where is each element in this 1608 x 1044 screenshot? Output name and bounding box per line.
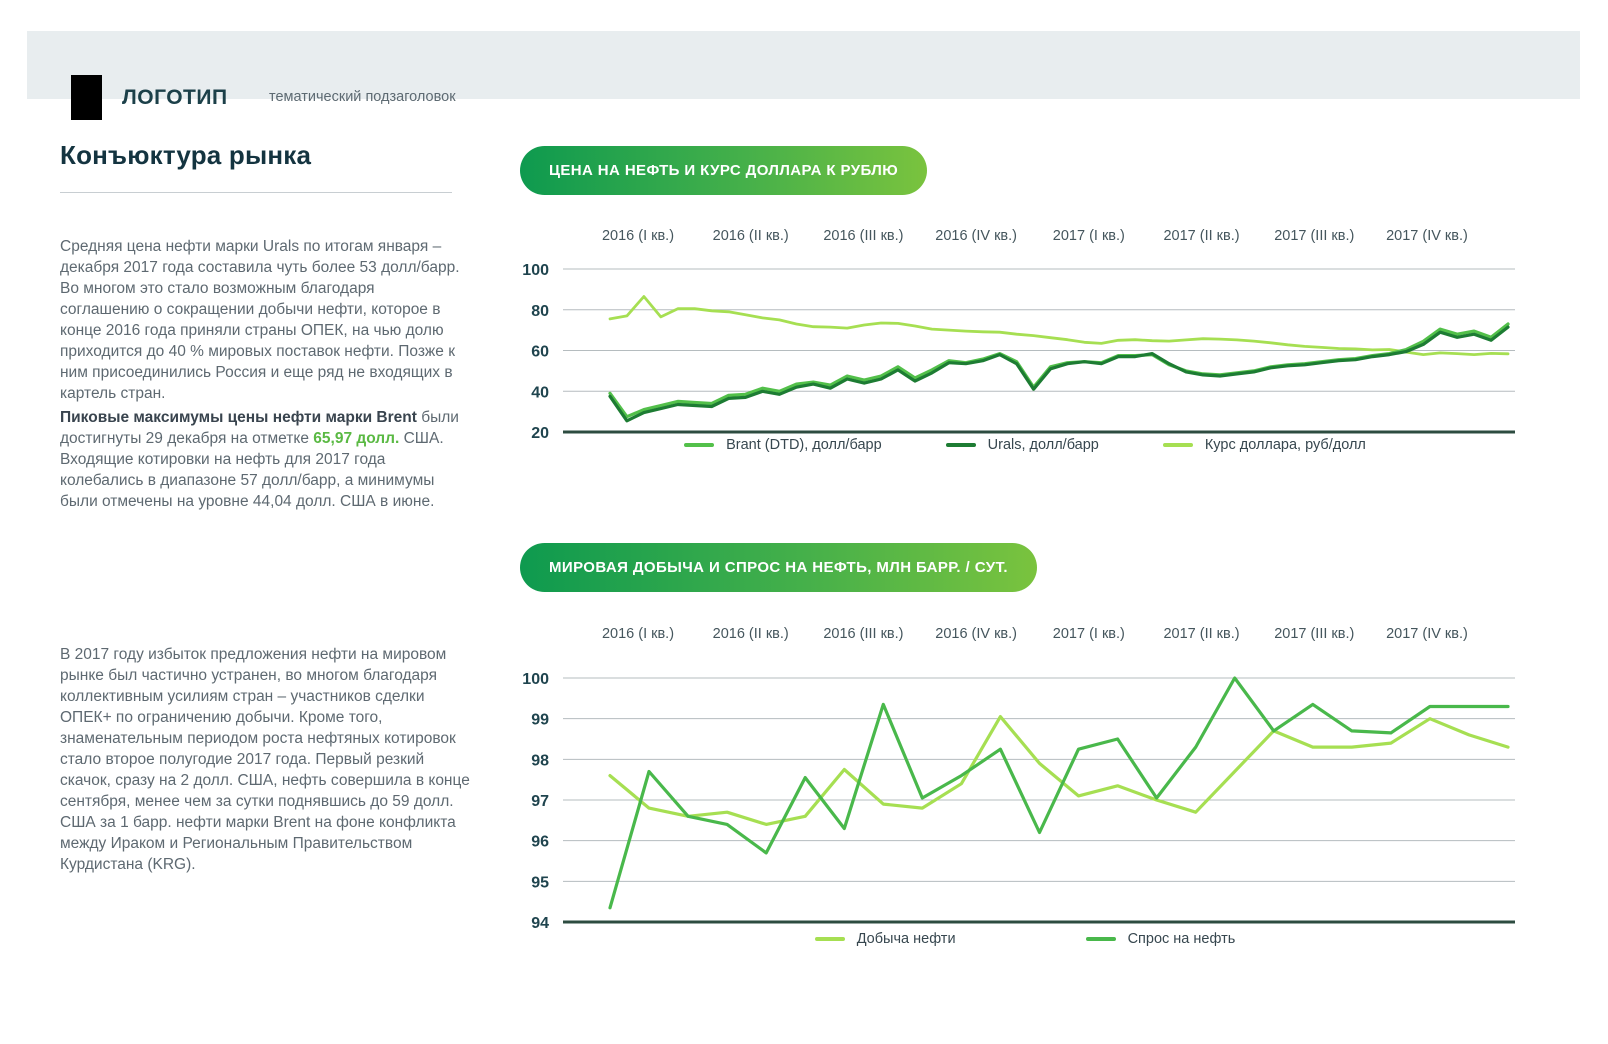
- y-tick-label: 94: [531, 915, 549, 932]
- x-tick-label: 2016 (I кв.): [602, 228, 674, 244]
- paragraph-text: были достигнуты 29 декабря на отметке: [60, 409, 459, 447]
- y-tick-label: 98: [531, 752, 549, 769]
- x-tick-label: 2016 (II кв.): [713, 626, 789, 642]
- production-demand-chart-legend: Добыча нефти Спрос на нефть: [505, 931, 1545, 947]
- x-tick-label: 2017 (I кв.): [1053, 228, 1125, 244]
- x-tick-label: 2016 (II кв.): [713, 228, 789, 244]
- series-line: [608, 295, 1510, 357]
- series-line: [608, 714, 1510, 826]
- x-tick-label: 2017 (III кв.): [1274, 626, 1354, 642]
- legend-label: Добыча нефти: [856, 931, 956, 947]
- y-tick-label: 99: [531, 712, 549, 729]
- legend-swatch: [945, 443, 976, 447]
- series-line: [608, 676, 1510, 910]
- y-tick-label: 80: [531, 303, 549, 320]
- legend-label: Спрос на нефть: [1127, 931, 1236, 947]
- series-line: [608, 325, 1510, 423]
- y-tick-label: 40: [531, 384, 549, 401]
- y-tick-label: 96: [531, 834, 549, 851]
- paragraph-text: США. Входящие котировки на нефть для 201…: [60, 430, 444, 510]
- legend-label: Курс доллара, руб/долл: [1204, 437, 1366, 453]
- y-tick-label: 97: [531, 793, 549, 810]
- y-tick-label: 20: [531, 425, 549, 442]
- header-bar: ЛОГОТИП тематический подзаголовок: [27, 31, 1580, 120]
- legend-item: Urals, долл/барр: [945, 437, 1099, 453]
- x-tick-label: 2016 (IV кв.): [935, 228, 1017, 244]
- x-tick-label: 2017 (IV кв.): [1386, 228, 1468, 244]
- logo-mark: [71, 75, 102, 120]
- legend-item: Спрос на нефть: [1085, 931, 1236, 947]
- legend-item: Курс доллара, руб/долл: [1162, 437, 1366, 453]
- y-tick-label: 100: [522, 262, 549, 279]
- legend-label: Urals, долл/барр: [987, 437, 1099, 453]
- legend-swatch: [684, 443, 715, 447]
- legend-label: Brant (DTD), долл/барр: [726, 437, 882, 453]
- header-subtitle: тематический подзаголовок: [269, 89, 456, 105]
- x-tick-label: 2017 (IV кв.): [1386, 626, 1468, 642]
- chart-title-production-demand: МИРОВАЯ ДОБЫЧА И СПРОС НА НЕФТЬ, МЛН БАР…: [520, 543, 1037, 592]
- page-title: Конъюктура рынка: [60, 140, 312, 170]
- x-tick-label: 2017 (I кв.): [1053, 626, 1125, 642]
- title-divider: [60, 192, 452, 193]
- y-tick-label: 100: [522, 671, 549, 688]
- paragraph-supply-2017: В 2017 году избыток предложения нефти на…: [60, 646, 470, 873]
- logo-text: ЛОГОТИП: [122, 86, 228, 109]
- price-accent-value: 65,97 долл.: [313, 430, 400, 447]
- x-tick-label: 2016 (III кв.): [823, 626, 903, 642]
- legend-item: Brant (DTD), долл/барр: [684, 437, 882, 453]
- x-tick-label: 2016 (III кв.): [823, 228, 903, 244]
- oil-price-chart: 100 80 60 40 20 2016 (I кв.) 2016 (II кв.) 2016…: [522, 228, 1515, 442]
- legend-swatch: [1085, 937, 1116, 941]
- y-tick-label: 60: [531, 344, 549, 361]
- y-tick-label: 95: [531, 874, 549, 891]
- x-tick-label: 2016 (I кв.): [602, 626, 674, 642]
- x-tick-label: 2016 (IV кв.): [935, 626, 1017, 642]
- paragraph-market-overview: Средняя цена нефти марки Urals по итогам…: [60, 238, 460, 402]
- x-tick-label: 2017 (II кв.): [1163, 228, 1239, 244]
- legend-item: Добыча нефти: [814, 931, 956, 947]
- x-tick-label: 2017 (II кв.): [1163, 626, 1239, 642]
- legend-swatch: [1162, 443, 1193, 447]
- chart-title-oil-price: ЦЕНА НА НЕФТЬ И КУРС ДОЛЛАРА К РУБЛЮ: [520, 146, 928, 195]
- paragraph-lead-bold: Пиковые максимумы цены нефти марки Brent: [60, 409, 417, 426]
- oil-price-chart-legend: Brant (DTD), долл/барр Urals, долл/барр Ку…: [505, 437, 1545, 453]
- legend-swatch: [814, 937, 845, 941]
- production-demand-chart: 100 99 98 97 96 95 94 2016 (I кв.) 2016 (II кв.)…: [522, 626, 1515, 932]
- paragraph-brent-peaks: Пиковые максимумы цены нефти марки Brent…: [60, 407, 462, 512]
- x-tick-label: 2017 (III кв.): [1274, 228, 1354, 244]
